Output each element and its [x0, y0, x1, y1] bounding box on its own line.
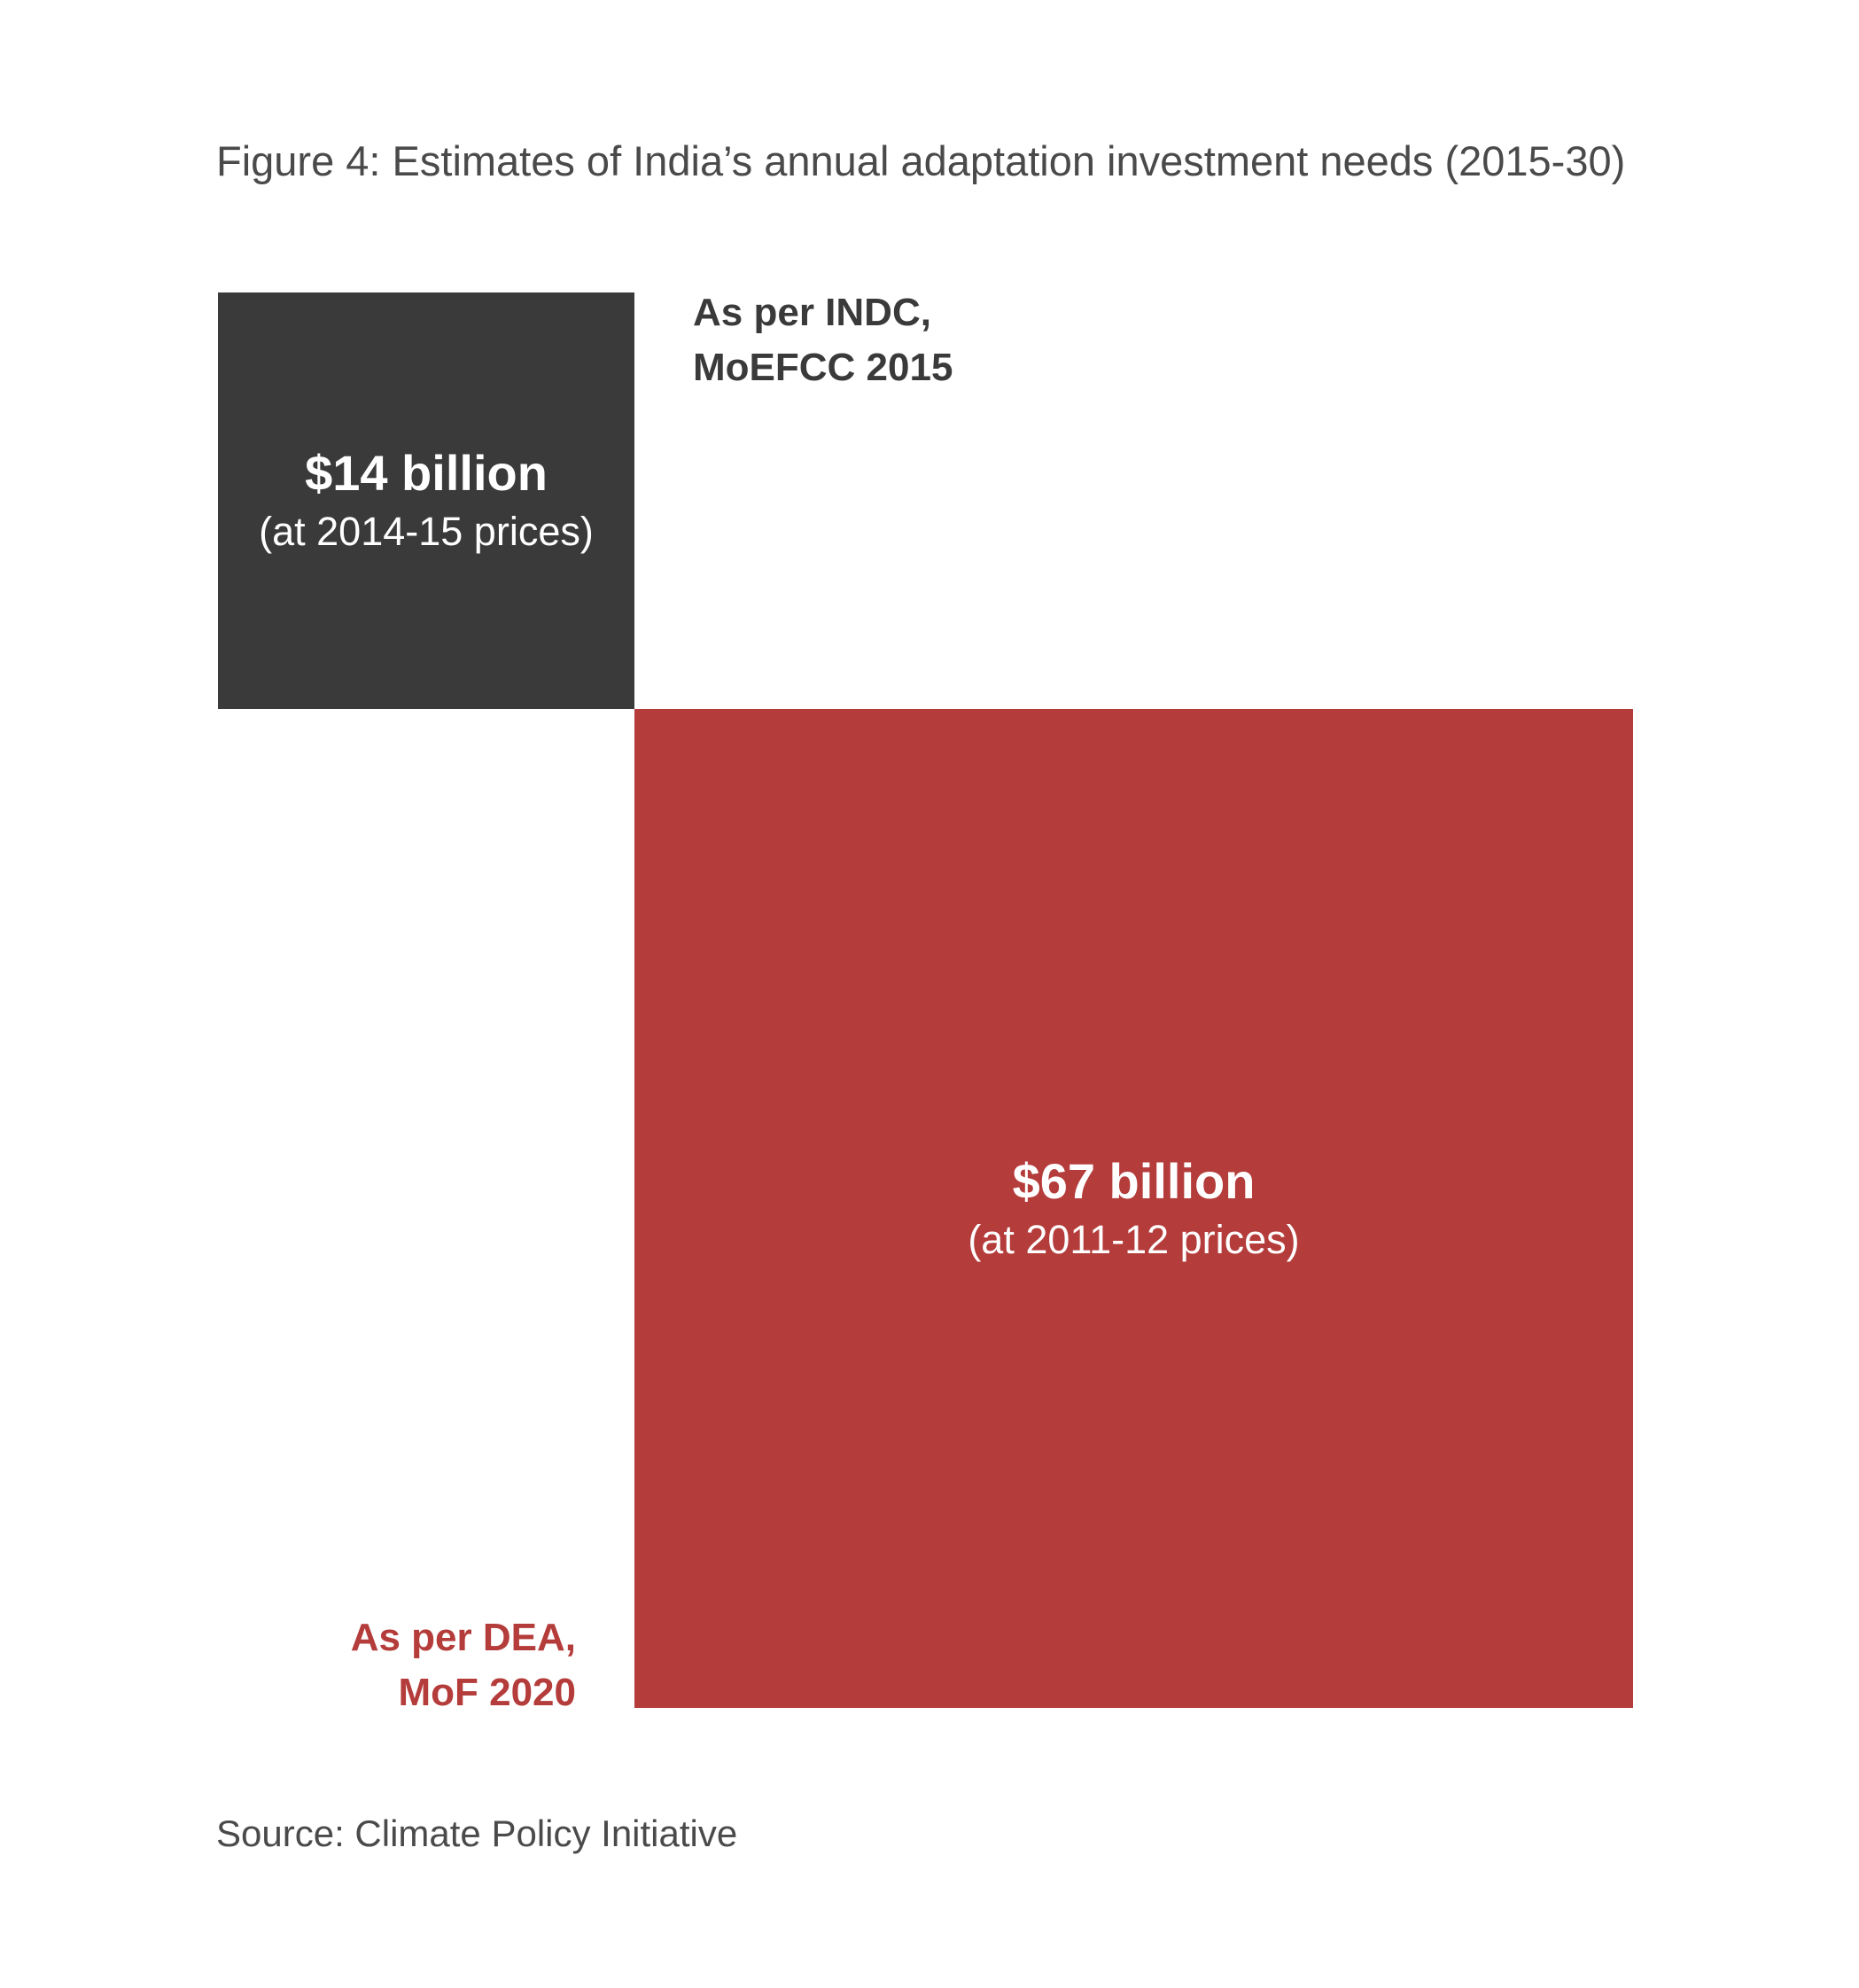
dea-source-line-2: MoF 2020 [398, 1671, 576, 1714]
source-note: Source: Climate Policy Initiative [216, 1813, 738, 1854]
figure-title: Figure 4: Estimates of India’s annual ad… [216, 137, 1626, 184]
indc-estimate-box: $14 billion (at 2014-15 prices) [218, 292, 634, 709]
dea-source-label: As per DEA, MoF 2020 [351, 1610, 576, 1720]
dea-source-line-1: As per DEA, [350, 1616, 576, 1659]
dea-value-label: $67 billion [1012, 1152, 1256, 1209]
dea-estimate-box: $67 billion (at 2011-12 prices) [634, 709, 1633, 1708]
dea-price-note: (at 2011-12 prices) [968, 1216, 1300, 1262]
indc-value-label: $14 billion [305, 445, 548, 502]
indc-source-label: As per INDC, MoEFCC 2015 [693, 285, 953, 395]
indc-source-line-2: MoEFCC 2015 [693, 346, 953, 389]
indc-source-line-1: As per INDC, [693, 291, 931, 334]
indc-price-note: (at 2014-15 prices) [259, 509, 594, 555]
